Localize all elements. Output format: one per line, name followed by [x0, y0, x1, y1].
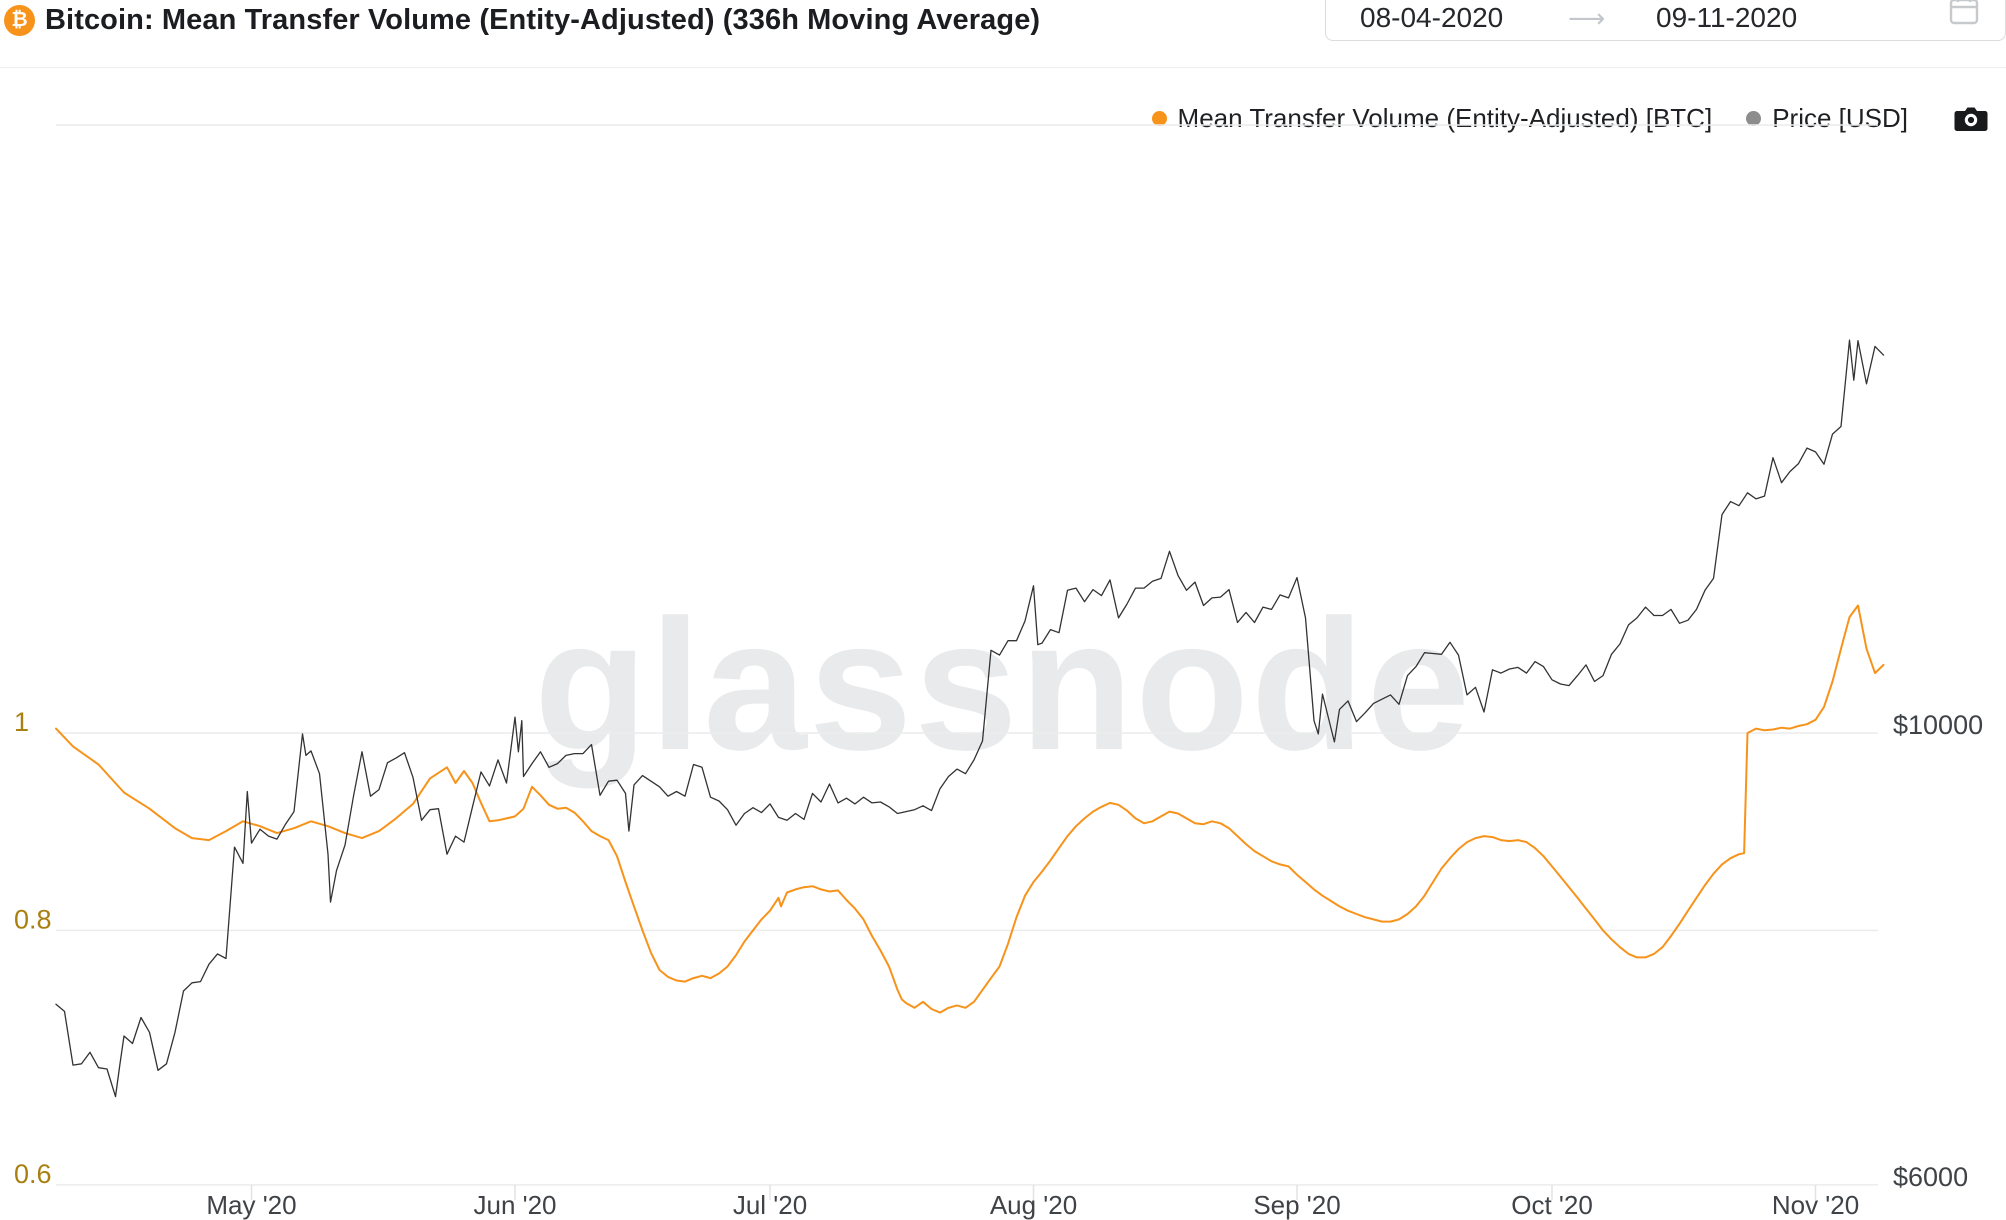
date-end-input[interactable]: 09-11-2020: [1656, 2, 1798, 33]
x-tick-label: Oct '20: [1511, 1190, 1593, 1220]
x-tick-label: Jun '20: [473, 1190, 556, 1220]
y-right-tick-label: $10000: [1893, 710, 1983, 740]
legend-label: Price [USD]: [1772, 103, 1908, 133]
x-tick-label: Aug '20: [990, 1190, 1077, 1220]
x-tick-label: May '20: [206, 1190, 296, 1220]
title-wrap: ₿ Bitcoin: Mean Transfer Volume (Entity-…: [4, 4, 1040, 37]
date-start-input[interactable]: 08-04-2020: [1360, 2, 1504, 33]
calendar-icon[interactable]: [1947, 0, 1981, 32]
legend-item-price[interactable]: Price [USD]: [1746, 103, 1908, 134]
series-line-volume: [55, 604, 1885, 1014]
camera-button[interactable]: [1954, 104, 1988, 134]
orange-dot-icon: [1151, 111, 1167, 126]
chart-header: ₿ Bitcoin: Mean Transfer Volume (Entity-…: [0, 0, 2006, 68]
series-line-price: [55, 339, 1885, 1098]
legend-item-mean-transfer-volume[interactable]: Mean Transfer Volume (Entity-Adjusted) […: [1151, 103, 1713, 134]
y-left-tick-label: 1: [14, 707, 29, 737]
x-tick-label: Jul '20: [733, 1190, 807, 1220]
bitcoin-icon: ₿: [4, 5, 35, 36]
date-range-picker[interactable]: 08-04-2020 ⟶ 09-11-2020: [1325, 0, 2006, 41]
chart-legend: Mean Transfer Volume (Entity-Adjusted) […: [1151, 103, 1988, 134]
gray-dot-icon: [1746, 111, 1762, 126]
x-tick-label: Nov '20: [1772, 1190, 1859, 1220]
y-left-tick-label: 0.6: [14, 1159, 52, 1189]
camera-icon: [1954, 107, 1988, 131]
page-title: Bitcoin: Mean Transfer Volume (Entity-Ad…: [45, 4, 1041, 36]
legend-label: Mean Transfer Volume (Entity-Adjusted) […: [1177, 103, 1713, 133]
x-tick-label: Sep '20: [1253, 1190, 1340, 1220]
y-right-tick-label: $6000: [1893, 1162, 1968, 1192]
arrow-right-icon: ⟶: [1568, 3, 1606, 33]
glassnode-watermark: glassnode: [534, 582, 1472, 789]
y-left-tick-label: 0.8: [14, 904, 52, 934]
